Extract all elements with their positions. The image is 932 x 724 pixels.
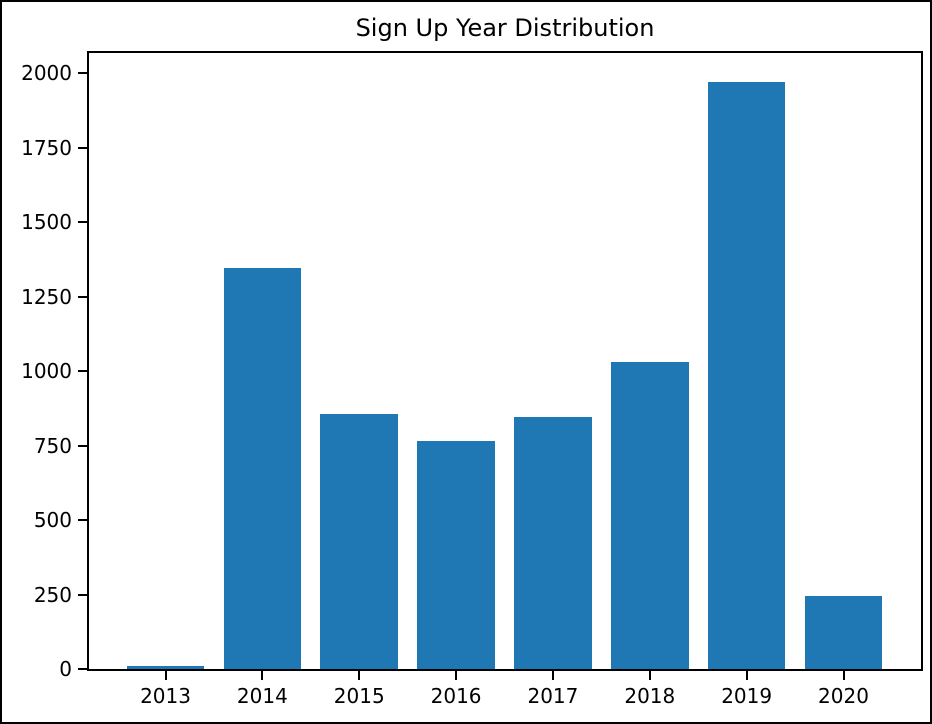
y-tick-mark: [78, 146, 87, 149]
y-tick-label: 1500: [21, 210, 72, 235]
bar-2015: [320, 414, 398, 669]
x-tick-mark: [261, 671, 264, 680]
y-tick-label: 0: [59, 657, 72, 681]
y-tick-mark: [78, 221, 87, 224]
x-tick-mark: [648, 671, 651, 680]
y-tick-label: 1750: [21, 135, 72, 160]
bar-2016: [417, 441, 495, 669]
x-tick-label-2019: 2019: [721, 684, 773, 708]
x-tick-mark: [551, 671, 554, 680]
y-tick-label: 1000: [21, 359, 72, 384]
y-tick-mark: [78, 72, 87, 75]
x-tick-mark: [745, 671, 748, 680]
y-tick-mark: [78, 295, 87, 298]
x-tick-label-2013: 2013: [140, 684, 191, 708]
bar-2020: [804, 596, 883, 669]
x-tick-mark: [455, 671, 458, 680]
y-tick-mark: [78, 444, 87, 447]
x-tick-mark: [164, 671, 167, 680]
x-tick-mark: [842, 671, 845, 680]
y-tick-mark: [78, 593, 87, 596]
y-tick-mark: [78, 668, 87, 670]
bar-2014: [223, 268, 302, 669]
plot-area: [87, 51, 923, 671]
y-tick-label: 750: [33, 433, 72, 458]
x-tick-label-2015: 2015: [333, 684, 385, 708]
x-tick-label-2018: 2018: [624, 684, 676, 708]
x-tick-label-2014: 2014: [236, 684, 288, 708]
bar-2018: [611, 362, 689, 669]
bar-2013: [126, 666, 205, 669]
y-tick-mark: [78, 519, 87, 522]
bar-2017: [514, 417, 592, 669]
bar-2019: [707, 82, 786, 669]
chart-title: Sign Up Year Distribution: [355, 14, 655, 42]
y-tick-label: 2000: [21, 61, 72, 86]
y-tick-label: 500: [33, 508, 72, 533]
y-tick-label: 1250: [21, 284, 72, 309]
x-tick-label-2020: 2020: [818, 684, 869, 708]
x-tick-label-2016: 2016: [430, 684, 482, 708]
y-tick-mark: [78, 370, 87, 373]
x-tick-mark: [358, 671, 361, 680]
x-tick-label-2017: 2017: [527, 684, 579, 708]
y-tick-label: 250: [33, 582, 72, 607]
